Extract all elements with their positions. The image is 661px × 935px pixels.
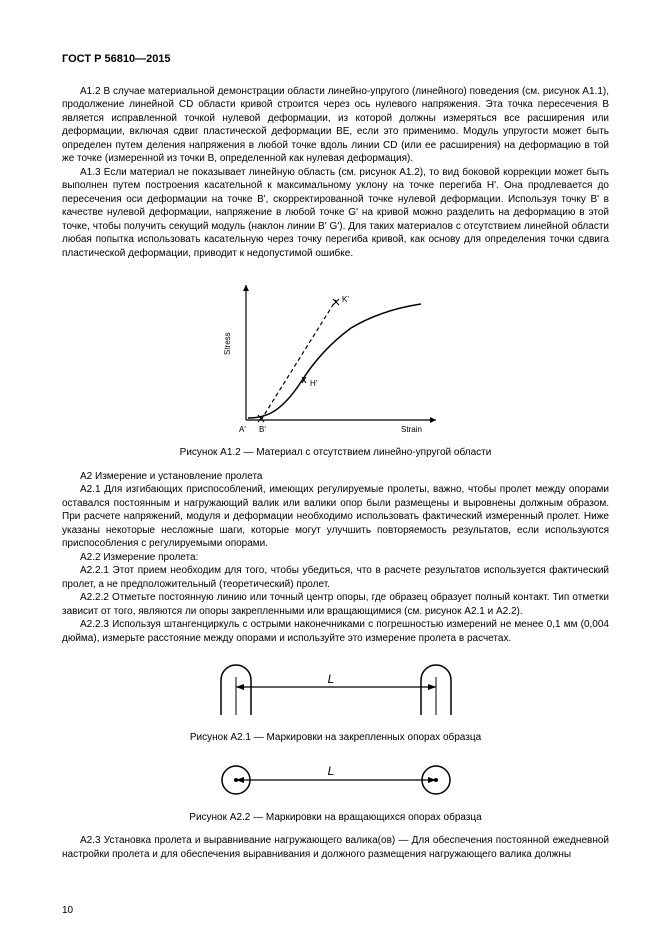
section-a2-head: А2 Измерение и установление пролета <box>62 470 609 484</box>
document-header: ГОСТ Р 56810—2015 <box>62 52 609 67</box>
para-a2-1: А2.1 Для изгибающих приспособлений, имею… <box>62 483 609 551</box>
fixed-support-diagram: L <box>191 655 481 725</box>
figure-a1-2: A' B' H' K' Stress Strain <box>62 270 609 440</box>
figure-a2-1-caption: Рисунок А2.1 — Маркировки на закрепленны… <box>62 731 609 745</box>
svg-text:K': K' <box>342 295 349 304</box>
svg-text:B': B' <box>259 425 266 434</box>
para-a1-2: А1.2 В случае материальной демонстрации … <box>62 85 609 166</box>
figure-a2-2: L <box>62 755 609 805</box>
para-a2-2: А2.2 Измерение пролета: <box>62 551 609 565</box>
para-a1-3: А1.3 Если материал не показывает линейну… <box>62 166 609 261</box>
stress-strain-chart: A' B' H' K' Stress Strain <box>206 270 466 440</box>
para-a2-2-1: А2.2.1 Этот прием необходим для того, чт… <box>62 564 609 591</box>
rotating-support-diagram: L <box>191 755 481 805</box>
para-a2-2-3: А2.2.3 Используя штангенциркуль с острым… <box>62 618 609 645</box>
svg-text:Stress: Stress <box>223 333 232 356</box>
para-a2-2-2: А2.2.2 Отметьте постоянную линию или точ… <box>62 591 609 618</box>
figure-a1-2-caption: Рисунок А1.2 — Материал с отсутствием ли… <box>62 446 609 460</box>
para-a2-3: А2.3 Установка пролета и выравнивание на… <box>62 834 609 861</box>
svg-text:L: L <box>327 764 334 778</box>
svg-text:L: L <box>327 672 334 686</box>
svg-text:H': H' <box>310 379 318 388</box>
svg-text:A': A' <box>239 425 246 434</box>
page-number: 10 <box>62 904 73 918</box>
figure-a2-2-caption: Рисунок А2.2 — Маркировки на вращающихся… <box>62 811 609 825</box>
svg-text:Strain: Strain <box>401 425 422 434</box>
figure-a2-1: L <box>62 655 609 725</box>
